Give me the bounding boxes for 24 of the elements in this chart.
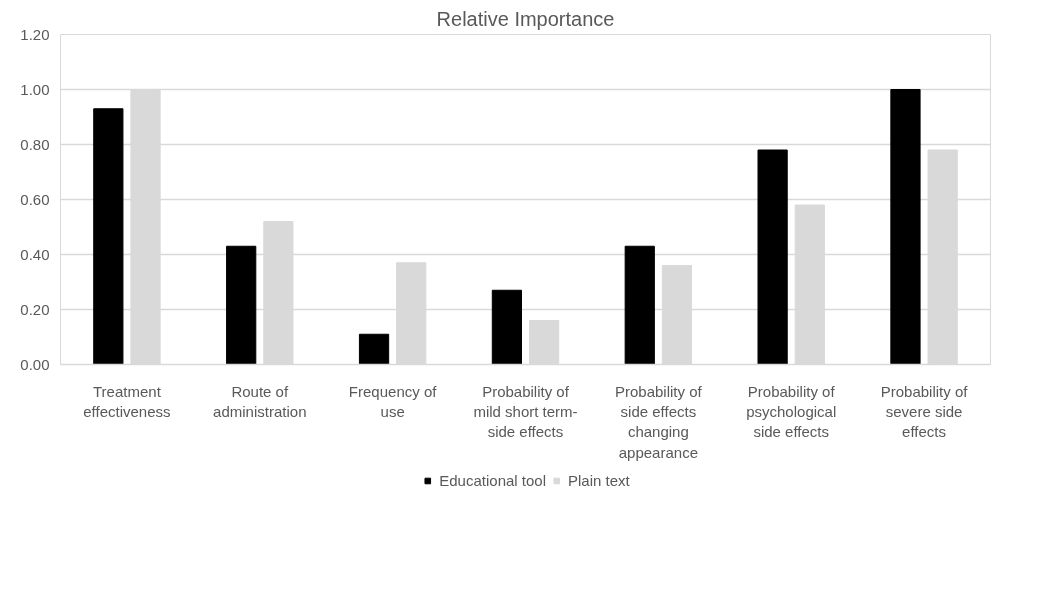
y-tick-label: 0.60 — [20, 190, 50, 208]
bar — [491, 289, 523, 365]
bar — [226, 245, 257, 365]
y-tick-label: 0.80 — [20, 135, 50, 153]
bar — [93, 108, 124, 365]
legend-label: Plain text — [568, 471, 630, 489]
bar — [890, 89, 921, 365]
bar — [757, 149, 788, 365]
y-tick-label: 0.00 — [20, 355, 50, 373]
legend-label: Educational tool — [439, 471, 547, 489]
x-tick-label: Route of administration — [213, 382, 307, 420]
bar — [358, 333, 390, 365]
y-tick-label: 0.20 — [20, 300, 50, 318]
x-tick-label: Probability of psychological side effects — [746, 382, 837, 441]
y-tick-label: 0.40 — [20, 245, 50, 263]
chart-title: Relative Importance — [436, 7, 615, 30]
x-tick-label: Probability of mild short term- side effects — [473, 382, 578, 441]
x-tick-label: Probability of severe side effects — [880, 382, 969, 441]
x-tick-label: Probability of side effects changing appearance — [615, 382, 703, 461]
x-tick-label: Frequency of use — [348, 382, 438, 420]
y-tick-label: 1.00 — [20, 80, 50, 98]
bar — [624, 245, 655, 365]
y-tick-label: 1.20 — [20, 25, 50, 43]
x-tick-label: Treatment effectiveness — [83, 382, 171, 420]
